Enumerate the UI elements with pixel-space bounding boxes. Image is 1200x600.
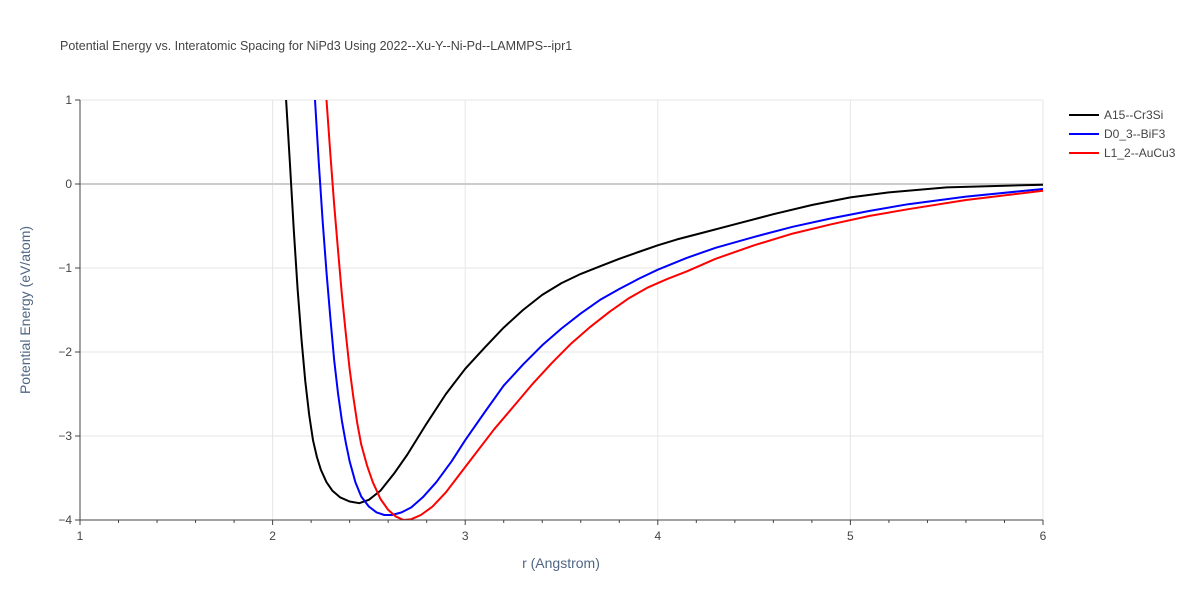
x-tick-label: 1 [77, 529, 84, 543]
legend-label: D0_3--BiF3 [1104, 127, 1166, 141]
x-tick-label: 5 [847, 529, 854, 543]
series-line-1 [314, 100, 1043, 516]
chart-title: Potential Energy vs. Interatomic Spacing… [60, 39, 572, 53]
series-line-0 [285, 100, 1043, 505]
x-tick-label: 6 [1040, 529, 1047, 543]
y-tick-label: 1 [65, 93, 72, 107]
legend-label: A15--Cr3Si [1104, 108, 1163, 122]
legend-label: L1_2--AuCu3 [1104, 146, 1176, 160]
axes [75, 99, 1044, 525]
x-axis-label: r (Angstrom) [522, 555, 600, 571]
legend-item-1[interactable]: D0_3--BiF3 [1069, 127, 1166, 141]
grid-lines [80, 99, 1044, 520]
series-line-2 [325, 100, 1043, 520]
legend[interactable]: A15--Cr3Si D0_3--BiF3 L1_2--AuCu3 [1069, 108, 1176, 160]
series-lines [285, 100, 1043, 520]
x-tick-label: 3 [462, 529, 469, 543]
x-tick-label: 4 [654, 529, 661, 543]
y-axis-label: Potential Energy (eV/atom) [17, 226, 33, 394]
y-tick-label: −1 [58, 261, 72, 275]
y-tick-label: −3 [58, 429, 72, 443]
y-tick-label: −2 [58, 345, 72, 359]
y-tick-label: −4 [58, 513, 72, 527]
x-tick-label: 2 [269, 529, 276, 543]
tick-labels: 1 2 3 4 5 6 1 0 −1 −2 −3 −4 [58, 93, 1046, 543]
legend-item-0[interactable]: A15--Cr3Si [1069, 108, 1163, 122]
legend-item-2[interactable]: L1_2--AuCu3 [1069, 146, 1176, 160]
y-tick-label: 0 [65, 177, 72, 191]
